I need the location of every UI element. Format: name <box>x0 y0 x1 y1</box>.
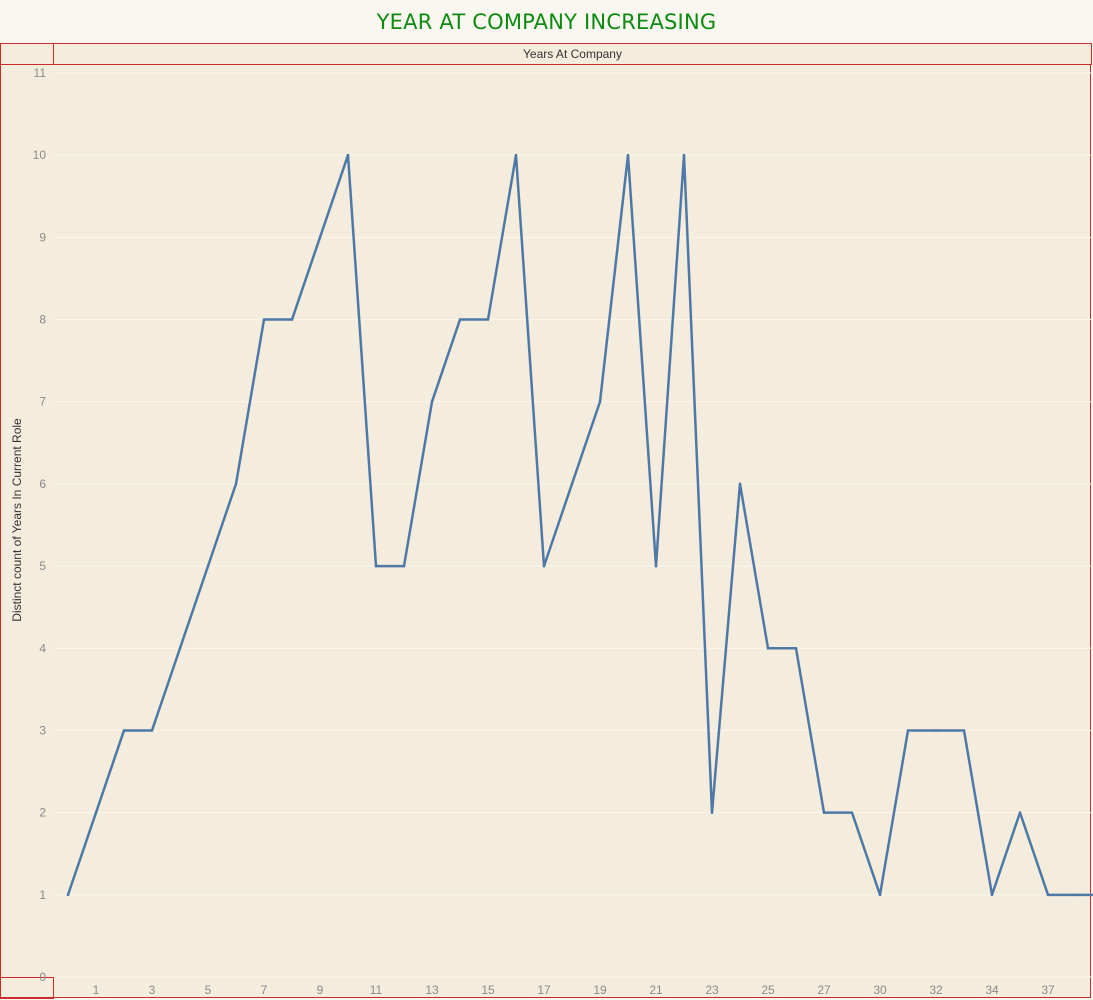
y-tick-label: 7 <box>39 395 46 409</box>
gridlines <box>54 72 1091 978</box>
y-axis-label: Distinct count of Years In Current Role <box>10 418 24 622</box>
data-point[interactable] <box>318 236 322 239</box>
x-tick-label: 21 <box>649 983 663 997</box>
x-tick-label: 11 <box>370 983 383 997</box>
series-layer <box>66 153 1093 897</box>
data-point[interactable] <box>766 646 770 650</box>
x-axis-corner <box>0 977 54 999</box>
data-point[interactable] <box>402 564 406 568</box>
data-point[interactable] <box>710 811 714 814</box>
y-tick-label: 5 <box>39 559 46 573</box>
column-header: Years At Company <box>53 43 1092 65</box>
y-tick-label: 9 <box>39 230 46 244</box>
data-point[interactable] <box>570 482 574 486</box>
data-point[interactable] <box>934 729 938 732</box>
x-tick-label: 15 <box>481 983 495 997</box>
data-point[interactable] <box>1074 893 1078 897</box>
y-tick-label: 2 <box>39 806 46 820</box>
data-point[interactable] <box>430 400 434 404</box>
data-point[interactable] <box>990 893 994 897</box>
data-point[interactable] <box>262 318 266 321</box>
y-tick-label: 1 <box>39 888 46 902</box>
data-point[interactable] <box>150 729 154 732</box>
x-tick-label: 32 <box>929 983 943 997</box>
x-tick-label: 13 <box>425 983 439 997</box>
title-bar: YEAR AT COMPANY INCREASING <box>0 0 1093 43</box>
data-point[interactable] <box>542 564 546 568</box>
data-point[interactable] <box>486 318 490 321</box>
data-point[interactable] <box>626 153 630 157</box>
x-tick-label: 30 <box>873 983 887 997</box>
x-tick-label: 5 <box>205 983 212 997</box>
data-point[interactable] <box>822 811 826 814</box>
data-point[interactable] <box>598 400 602 404</box>
y-axis-ticks: 0 1 2 3 4 5 6 7 8 9 10 11 <box>33 66 47 984</box>
data-point[interactable] <box>290 318 294 321</box>
data-point[interactable] <box>878 893 882 897</box>
chart-frame <box>0 43 1091 998</box>
data-point[interactable] <box>682 153 686 157</box>
x-tick-label: 17 <box>537 983 551 997</box>
x-tick-label: 34 <box>985 983 999 997</box>
data-point[interactable] <box>850 811 854 814</box>
data-point[interactable] <box>1018 811 1022 814</box>
x-axis-ticks: 1 3 5 7 9 11 13 15 17 19 21 23 25 27 30 32 34 37 <box>93 983 1055 997</box>
chart-title: YEAR AT COMPANY INCREASING <box>376 9 717 34</box>
y-tick-label: 11 <box>34 66 47 80</box>
x-tick-label: 25 <box>761 983 775 997</box>
y-tick-label: 4 <box>39 641 46 655</box>
data-point[interactable] <box>178 646 182 650</box>
x-tick-label: 23 <box>705 983 719 997</box>
data-point[interactable] <box>206 564 210 568</box>
data-point[interactable] <box>794 646 798 650</box>
data-point[interactable] <box>906 729 910 732</box>
y-tick-label: 3 <box>39 723 46 737</box>
data-point[interactable] <box>1046 893 1050 897</box>
y-tick-label: 0 <box>39 970 46 984</box>
x-tick-label: 9 <box>317 983 324 997</box>
x-tick-label: 27 <box>817 983 831 997</box>
data-point[interactable] <box>122 729 126 732</box>
y-tick-label: 6 <box>39 477 46 491</box>
data-point[interactable] <box>66 893 70 897</box>
data-point[interactable] <box>94 811 98 814</box>
y-tick-label: 10 <box>33 148 47 162</box>
data-point[interactable] <box>374 564 378 568</box>
series-line[interactable] <box>66 153 1093 897</box>
column-header-label: Years At Company <box>523 47 622 61</box>
data-point[interactable] <box>654 564 658 568</box>
data-point[interactable] <box>514 153 518 157</box>
data-point[interactable] <box>962 729 966 732</box>
x-tick-label: 19 <box>593 983 607 997</box>
x-tick-label: 1 <box>93 983 100 997</box>
x-tick-label: 37 <box>1041 983 1055 997</box>
data-point[interactable] <box>346 153 350 157</box>
y-tick-label: 8 <box>39 313 46 327</box>
x-tick-label: 3 <box>149 983 156 997</box>
x-tick-label: 7 <box>261 983 268 997</box>
data-point[interactable] <box>458 318 462 321</box>
data-point[interactable] <box>234 482 238 486</box>
data-point[interactable] <box>738 482 742 486</box>
